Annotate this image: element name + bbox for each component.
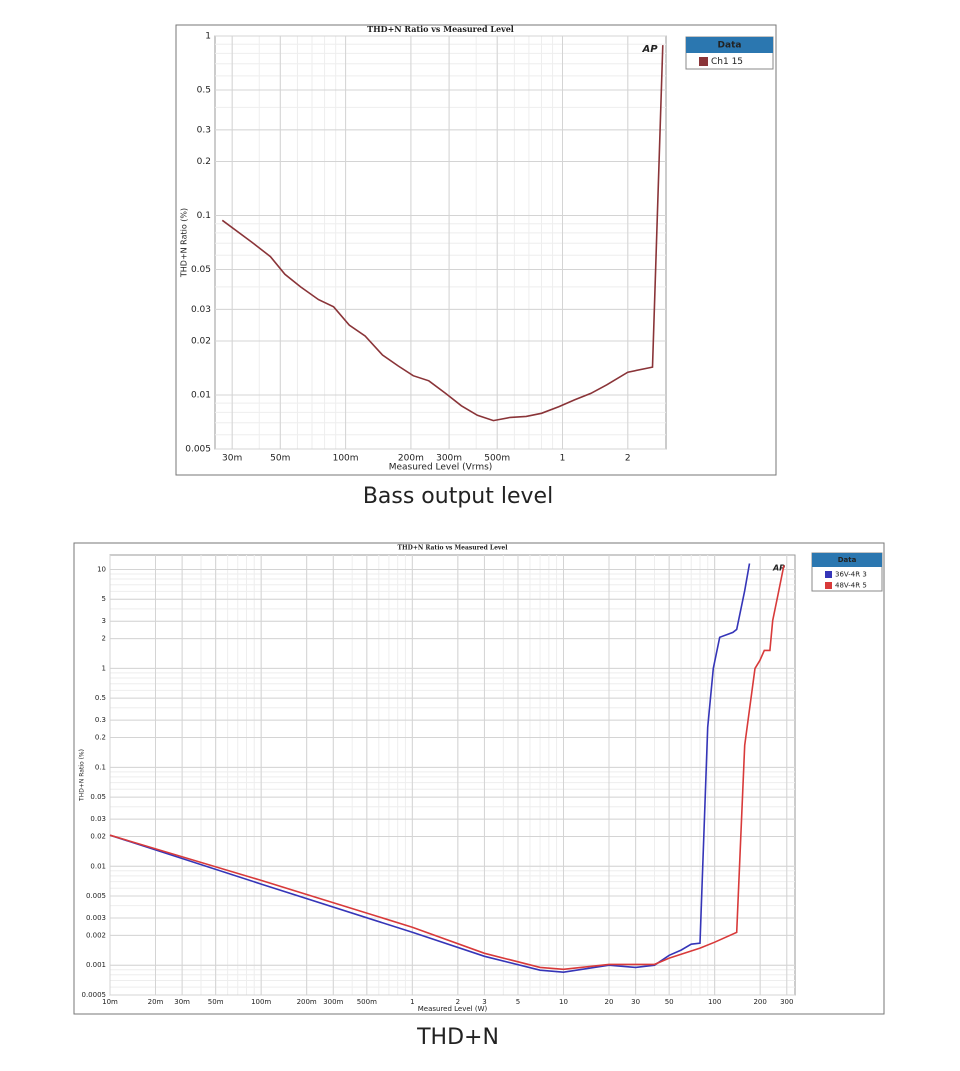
x-tick-label: 500m <box>484 454 510 464</box>
x-tick-label: 30 <box>631 998 640 1006</box>
y-tick-label: 0.1 <box>95 763 106 771</box>
legend-label: 48V-4R 5 <box>835 582 867 590</box>
caption: Bass output level <box>363 484 553 509</box>
y-tick-label: 0.5 <box>197 86 211 96</box>
x-tick-label: 3 <box>482 998 486 1006</box>
series-line <box>109 565 785 971</box>
y-tick-label: 1 <box>102 664 106 672</box>
x-tick-label: 30m <box>174 998 190 1006</box>
x-tick-label: 300 <box>780 998 793 1006</box>
x-tick-label: 1 <box>560 454 566 464</box>
x-tick-label: 200m <box>398 454 424 464</box>
y-tick-label: 2 <box>102 635 106 643</box>
legend-label: 36V-4R 3 <box>835 571 867 579</box>
x-tick-label: 20 <box>605 998 614 1006</box>
x-tick-label: 300m <box>436 454 462 464</box>
legend-header <box>686 37 773 53</box>
x-tick-label: 1 <box>410 998 414 1006</box>
y-tick-label: 0.05 <box>191 265 211 275</box>
x-tick-label: 20m <box>148 998 164 1006</box>
x-tick-label: 300m <box>323 998 343 1006</box>
y-tick-label: 0.005 <box>86 892 106 900</box>
y-tick-label: 0.2 <box>197 157 211 167</box>
y-tick-label: 1 <box>205 32 211 42</box>
y-tick-label: 0.05 <box>90 793 106 801</box>
x-tick-label: 5 <box>516 998 520 1006</box>
x-tick-label: 100 <box>708 998 721 1006</box>
legend-swatch <box>825 582 832 589</box>
y-tick-label: 0.03 <box>90 815 106 823</box>
y-axis-label: THD+N Ratio (%) <box>180 208 189 278</box>
legend-title: Data <box>718 41 742 51</box>
x-tick-label: 50m <box>270 454 290 464</box>
logo: AP <box>772 564 785 573</box>
legend-swatch <box>699 57 708 66</box>
y-tick-label: 0.3 <box>197 125 211 135</box>
y-tick-label: 5 <box>102 595 106 603</box>
x-axis-label: Measured Level (W) <box>418 1005 488 1013</box>
plot-area <box>214 35 667 450</box>
y-tick-label: 0.5 <box>95 694 106 702</box>
x-tick-label: 200 <box>753 998 766 1006</box>
legend-header <box>812 553 882 567</box>
x-tick-label: 10 <box>559 998 568 1006</box>
y-tick-label: 10 <box>97 565 106 573</box>
y-tick-label: 0.1 <box>197 211 211 221</box>
x-tick-label: 10m <box>102 998 118 1006</box>
y-tick-label: 0.005 <box>185 445 211 455</box>
y-tick-label: 0.001 <box>86 961 106 969</box>
x-tick-label: 50 <box>665 998 674 1006</box>
x-tick-label: 500m <box>357 998 377 1006</box>
legend-label: Ch1 15 <box>711 57 743 67</box>
y-tick-label: 0.02 <box>90 832 106 840</box>
x-tick-label: 2 <box>625 454 631 464</box>
y-tick-label: 0.3 <box>95 716 106 724</box>
x-tick-label: 100m <box>333 454 359 464</box>
series-line <box>109 563 751 974</box>
x-tick-label: 50m <box>208 998 224 1006</box>
y-tick-label: 3 <box>102 617 106 625</box>
y-tick-label: 0.002 <box>86 931 106 939</box>
x-tick-label: 30m <box>222 454 242 464</box>
y-tick-label: 0.01 <box>191 390 211 400</box>
legend-title: Data <box>838 556 857 564</box>
logo: AP <box>641 44 658 55</box>
y-tick-label: 0.003 <box>86 914 106 922</box>
x-axis-label: Measured Level (Vrms) <box>389 463 493 473</box>
chart-title: THD+N Ratio vs Measured Level <box>367 24 514 34</box>
series-line <box>221 45 664 422</box>
x-tick-label: 100m <box>251 998 271 1006</box>
caption: THD+N <box>416 1025 499 1050</box>
y-tick-label: 0.03 <box>191 305 211 315</box>
y-axis-label: THD+N Ratio (%) <box>79 749 86 802</box>
x-tick-label: 2 <box>456 998 460 1006</box>
y-tick-label: 0.0005 <box>82 991 107 999</box>
y-tick-label: 0.01 <box>90 862 106 870</box>
chart-title: THD+N Ratio vs Measured Level <box>397 545 508 552</box>
y-tick-label: 0.02 <box>191 336 211 346</box>
y-tick-label: 0.2 <box>95 734 106 742</box>
x-tick-label: 200m <box>297 998 317 1006</box>
legend-swatch <box>825 571 832 578</box>
